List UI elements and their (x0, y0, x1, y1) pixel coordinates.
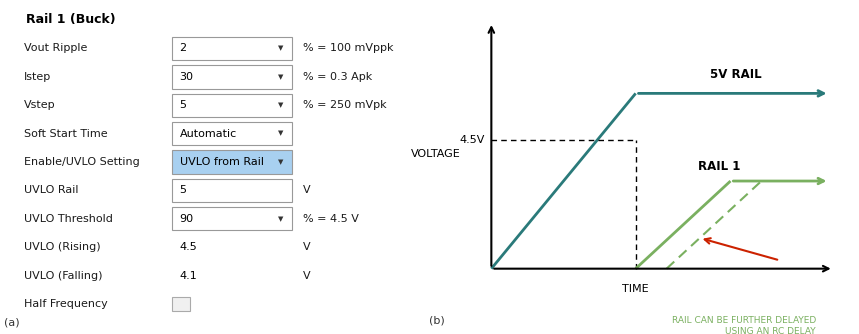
Text: 4.1: 4.1 (180, 271, 198, 281)
Text: ▼: ▼ (278, 74, 283, 80)
Text: % = 0.3 Apk: % = 0.3 Apk (302, 72, 372, 82)
Text: Half Frequency: Half Frequency (23, 299, 107, 309)
FancyBboxPatch shape (172, 94, 292, 117)
Text: ▼: ▼ (278, 45, 283, 51)
Text: 90: 90 (180, 214, 193, 224)
Text: Automatic: Automatic (180, 129, 237, 139)
Text: 4.5V: 4.5V (460, 135, 485, 145)
Text: Rail 1 (Buck): Rail 1 (Buck) (26, 13, 115, 26)
Text: UVLO (Falling): UVLO (Falling) (23, 271, 102, 281)
Text: Soft Start Time: Soft Start Time (23, 129, 107, 139)
Text: ▼: ▼ (278, 216, 283, 222)
Text: V: V (302, 271, 310, 281)
FancyBboxPatch shape (172, 122, 292, 145)
Text: UVLO Threshold: UVLO Threshold (23, 214, 113, 224)
Text: 5: 5 (180, 100, 186, 110)
Text: V: V (302, 242, 310, 252)
FancyBboxPatch shape (172, 150, 292, 174)
Text: Enable/UVLO Setting: Enable/UVLO Setting (23, 157, 139, 167)
Text: 2: 2 (180, 43, 186, 53)
FancyBboxPatch shape (172, 65, 292, 89)
Text: RAIL 1: RAIL 1 (698, 160, 740, 173)
FancyBboxPatch shape (172, 37, 292, 60)
Text: ▼: ▼ (278, 131, 283, 137)
FancyBboxPatch shape (172, 207, 292, 230)
Text: ▼: ▼ (278, 102, 283, 108)
Text: % = 4.5 V: % = 4.5 V (302, 214, 359, 224)
Text: 30: 30 (180, 72, 193, 82)
Text: UVLO (Rising): UVLO (Rising) (23, 242, 101, 252)
Text: UVLO Rail: UVLO Rail (23, 185, 78, 195)
Text: 5V RAIL: 5V RAIL (710, 68, 761, 81)
Text: 5: 5 (180, 185, 186, 195)
FancyBboxPatch shape (172, 179, 292, 202)
Text: USING AN RC DELAY: USING AN RC DELAY (725, 327, 816, 334)
Text: TIME: TIME (623, 284, 649, 294)
Text: % = 250 mVpk: % = 250 mVpk (302, 100, 387, 110)
Text: (a): (a) (4, 317, 20, 327)
Text: UVLO from Rail: UVLO from Rail (180, 157, 264, 167)
Text: % = 100 mVppk: % = 100 mVppk (302, 43, 393, 53)
Text: Istep: Istep (23, 72, 51, 82)
Text: Vstep: Vstep (23, 100, 55, 110)
Text: RAIL CAN BE FURTHER DELAYED: RAIL CAN BE FURTHER DELAYED (672, 316, 816, 325)
Text: 4.5: 4.5 (180, 242, 198, 252)
Text: (b): (b) (430, 316, 445, 326)
Text: V: V (302, 185, 310, 195)
Text: ▼: ▼ (278, 159, 283, 165)
Text: Vout Ripple: Vout Ripple (23, 43, 87, 53)
Text: VOLTAGE: VOLTAGE (411, 149, 460, 159)
FancyBboxPatch shape (172, 297, 190, 311)
